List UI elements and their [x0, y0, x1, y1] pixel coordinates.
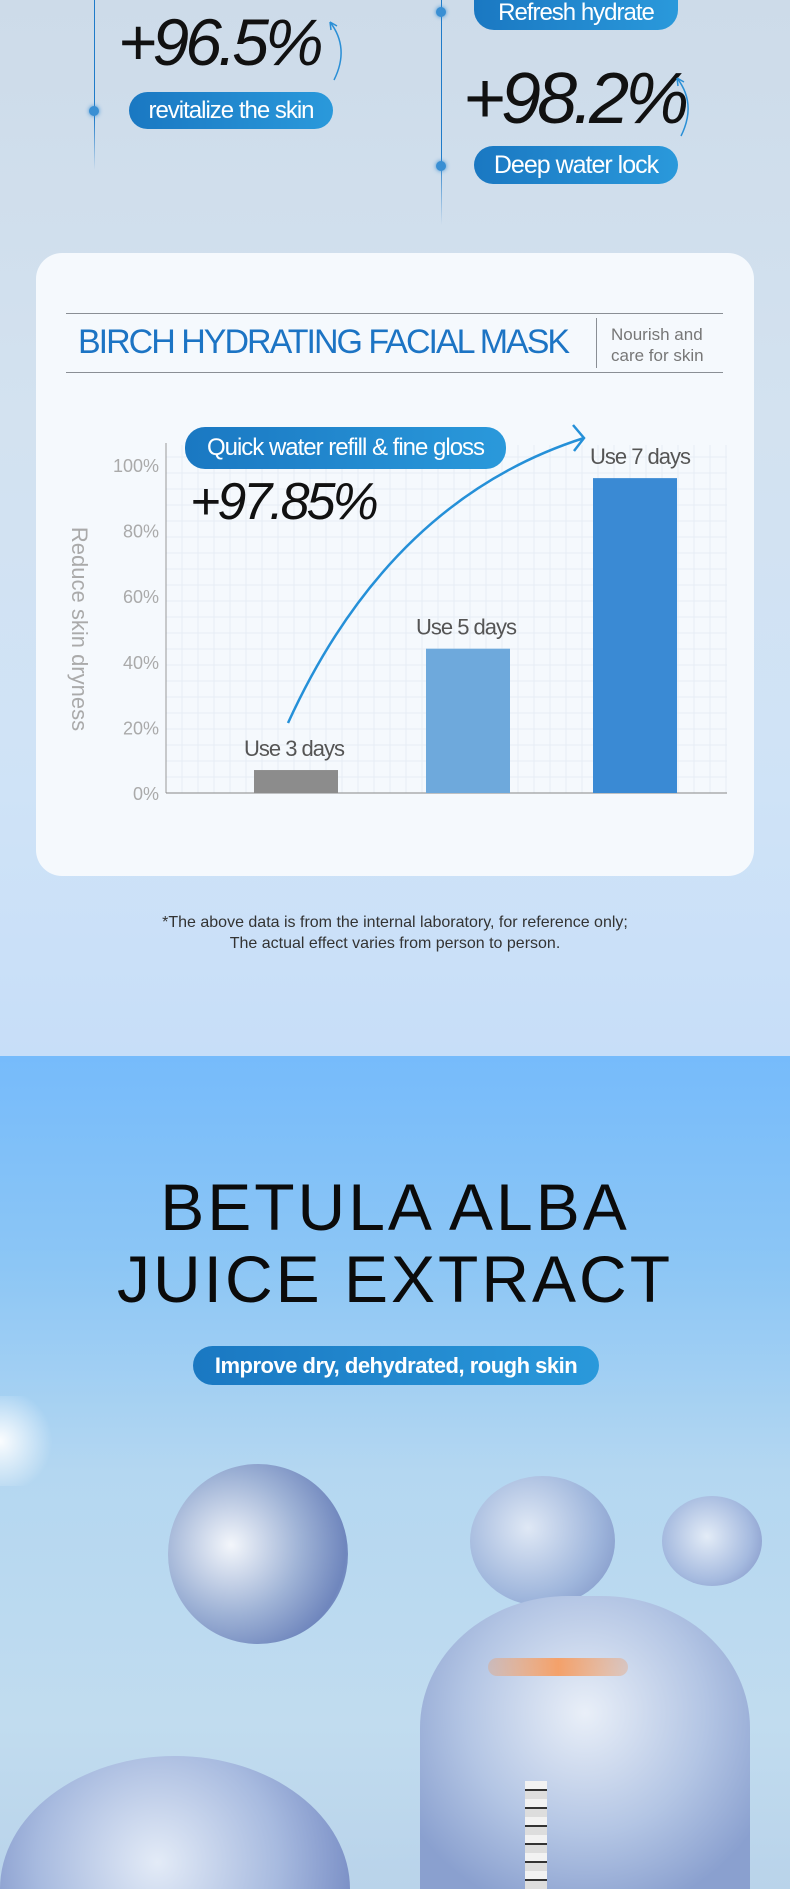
bar-label: Use 7 days — [590, 444, 691, 469]
bar — [254, 770, 338, 793]
stats-section: +96.5% revitalize the skin Refresh hydra… — [0, 0, 790, 1056]
trend-arrow — [286, 436, 585, 724]
timeline-dot — [436, 7, 446, 17]
title-line: BETULA ALBA — [160, 1170, 630, 1244]
water-bubble — [420, 1596, 750, 1889]
stat-value-1: +96.5% — [118, 5, 324, 79]
bar-chart: 0% 20% 40% 60% 80% 100% Reduce skin dryness Use… — [67, 424, 727, 804]
stat-label-2: Deep water lock — [474, 146, 678, 184]
timeline-dot — [436, 161, 446, 171]
bar — [426, 648, 510, 793]
y-tick-label: 60% — [123, 587, 159, 607]
timeline-line — [441, 0, 442, 225]
up-arrow-icon — [329, 21, 342, 81]
water-bubble — [168, 1464, 348, 1644]
water-bubble — [0, 1756, 350, 1889]
ingredient-title: BETULA ALBA JUICE EXTRACT — [0, 1171, 790, 1315]
water-bubble — [662, 1496, 762, 1586]
timeline-line — [94, 0, 95, 170]
title-line: JUICE EXTRACT — [116, 1242, 674, 1316]
y-tick-label: 20% — [123, 718, 159, 738]
stat-value-2: +98.2% — [463, 59, 689, 139]
chart-highlight: +97.85% — [190, 473, 379, 531]
arrow-head-icon — [572, 424, 586, 452]
bokeh-light — [0, 1396, 60, 1486]
subtitle-line: Nourish and — [611, 325, 703, 344]
y-tick-label: 40% — [123, 653, 159, 673]
y-tick-label: 0% — [133, 784, 159, 804]
bar-label: Use 3 days — [244, 736, 345, 761]
up-arrow-icon — [676, 77, 689, 137]
birch-branch — [525, 1781, 547, 1889]
footnote-line: *The above data is from the internal lab… — [162, 914, 628, 931]
ingredient-section: BETULA ALBA JUICE EXTRACT Improve dry, de… — [0, 1056, 790, 1889]
bar — [593, 478, 677, 793]
chart-badge: Quick water refill & fine gloss — [185, 427, 506, 469]
y-tick-label: 80% — [123, 522, 159, 542]
stat-label-3: Refresh hydrate — [474, 0, 678, 30]
y-axis-label: Reduce skin dryness — [67, 527, 92, 731]
amber-ring — [488, 1658, 628, 1676]
subtitle-line: care for skin — [611, 346, 704, 365]
divider — [66, 313, 723, 314]
ingredient-tagline: Improve dry, dehydrated, rough skin — [193, 1346, 599, 1385]
timeline-dot — [89, 106, 99, 116]
y-tick-label: 100% — [113, 456, 159, 476]
product-subtitle: Nourish and care for skin — [611, 324, 704, 366]
bar-label: Use 5 days — [416, 615, 517, 640]
divider — [596, 318, 597, 368]
footnote-line: The actual effect varies from person to … — [229, 935, 561, 952]
water-bubble — [470, 1476, 615, 1606]
footnote: *The above data is from the internal lab… — [0, 912, 790, 954]
stat-label-1: revitalize the skin — [129, 92, 333, 129]
product-title: BIRCH HYDRATING FACIAL MASK — [78, 323, 570, 361]
divider — [66, 372, 723, 373]
